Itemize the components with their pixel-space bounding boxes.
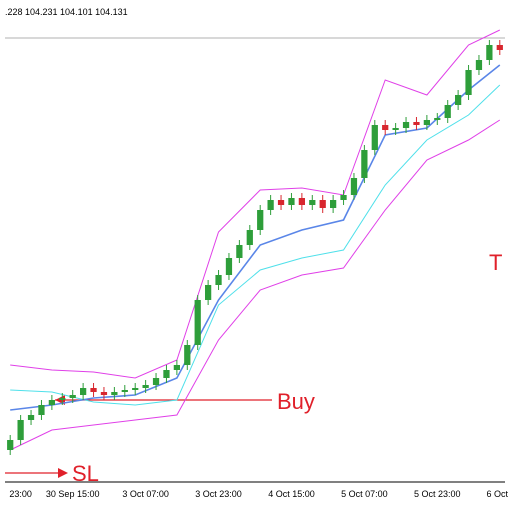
x-tick-label: 6 Oct xyxy=(486,489,508,499)
x-tick-label: 5 Oct 23:00 xyxy=(414,489,461,499)
candle-body xyxy=(111,392,118,395)
candle-body xyxy=(319,200,326,208)
candle-body xyxy=(434,118,441,120)
candle-body xyxy=(371,125,378,150)
band-line xyxy=(10,29,501,379)
x-tick-label: 3 Oct 07:00 xyxy=(122,489,169,499)
target-label: T xyxy=(489,250,502,275)
sl-arrow xyxy=(58,468,68,478)
candle-body xyxy=(132,388,139,390)
candle-body xyxy=(475,60,483,70)
candle-body xyxy=(455,95,462,105)
candle-body xyxy=(257,210,264,230)
x-tick-label: 4 Oct 15:00 xyxy=(268,489,315,499)
candle-body xyxy=(121,390,128,392)
candle-body xyxy=(205,285,212,300)
candle-body xyxy=(340,195,347,200)
candle-body xyxy=(69,395,76,398)
price-header: .228 104.231 104.101 104.131 xyxy=(5,7,128,17)
candle-body xyxy=(184,345,191,365)
candle-body xyxy=(194,300,201,345)
candle-body xyxy=(100,392,108,395)
candle-body xyxy=(17,420,24,440)
band-line xyxy=(9,119,501,451)
candle-body xyxy=(402,122,410,128)
candle-body xyxy=(277,200,285,205)
candle-body xyxy=(382,125,389,130)
candle-body xyxy=(350,178,358,195)
candle-body xyxy=(423,120,430,125)
candle-body xyxy=(330,200,337,208)
x-tick-label: 5 Oct 07:00 xyxy=(341,489,388,499)
candle-body xyxy=(215,275,222,285)
candle-body xyxy=(496,45,503,50)
candle-body xyxy=(267,200,274,210)
candle-body xyxy=(246,230,253,245)
sl-label: SL xyxy=(72,461,99,486)
candle-body xyxy=(27,415,35,420)
candle-body xyxy=(163,370,170,378)
candle-body xyxy=(173,365,180,370)
candle-body xyxy=(298,198,305,205)
x-tick-label: 3 Oct 23:00 xyxy=(195,489,242,499)
candle-body xyxy=(413,122,420,125)
band-line xyxy=(10,84,501,406)
candle-body xyxy=(142,385,149,388)
candle-body xyxy=(236,245,243,258)
candle-body xyxy=(486,45,493,60)
candle-body xyxy=(48,400,55,405)
candle-body xyxy=(361,150,368,178)
candle-body xyxy=(152,378,160,385)
candle-body xyxy=(392,128,399,130)
buy-label: Buy xyxy=(277,389,315,414)
candle-body xyxy=(7,440,14,450)
x-tick-label: 30 Sep 15:00 xyxy=(46,489,100,499)
candle-body xyxy=(288,198,295,205)
candle-body xyxy=(38,405,45,415)
candle-body xyxy=(80,388,87,395)
candle-body xyxy=(444,105,451,118)
candle-body xyxy=(90,388,97,392)
candle-body xyxy=(309,200,316,205)
candle-body xyxy=(465,70,472,95)
candle-body xyxy=(225,258,233,275)
candle-body xyxy=(59,398,66,400)
x-tick-label: 23:00 xyxy=(9,489,32,499)
